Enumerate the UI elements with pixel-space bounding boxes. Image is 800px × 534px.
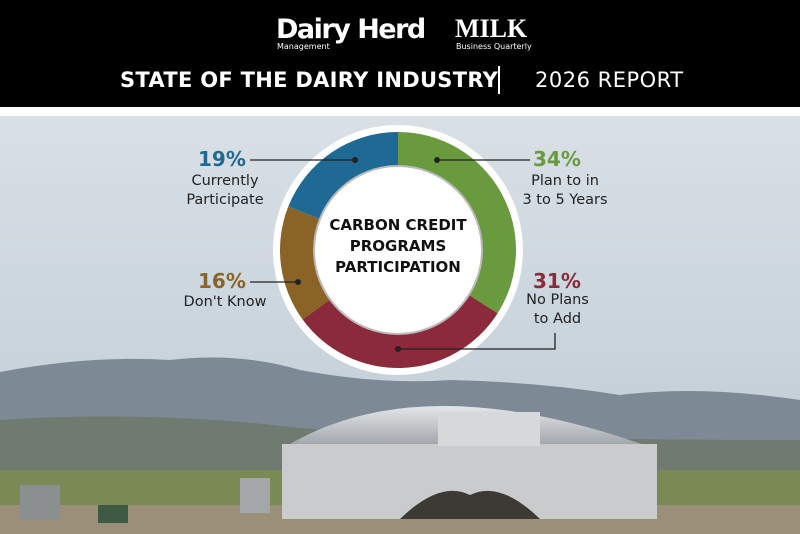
category-label: No Plans to Add [526,292,589,327]
leader-lines [250,159,556,350]
value-label: 34% [533,147,581,171]
brand-sub: Management [277,42,330,51]
chart-title: CARBON CREDIT PROGRAMS PARTICIPATION [329,216,467,276]
brand-name: Dairy Herd [276,14,426,45]
header-title: STATE OF THE DAIRY INDUSTRY [120,68,499,92]
category-label: Plan to in 3 to 5 Years [522,173,608,208]
header: Dairy Herd Management MILK Business Quar… [0,0,800,107]
brand-name-2: MILK [455,14,528,43]
donut-segment [280,206,331,320]
chart-title-line: PROGRAMS [350,237,447,255]
chart-title-line: PARTICIPATION [335,258,461,276]
donut-center [313,165,483,335]
chart-title-line: CARBON CREDIT [329,216,467,234]
leader-dots [295,157,440,352]
header-report: 2026 REPORT [535,68,684,92]
value-label: 19% [198,147,246,171]
category-label: Don't Know [183,294,267,310]
donut-segment [398,132,516,314]
donut-segment [302,295,498,368]
category-label: Currently Participate [186,173,264,208]
separator [498,66,500,94]
value-label: 16% [198,269,246,293]
value-label: 31% [533,269,581,293]
donut-segment [288,132,398,220]
brand-sub-2: Business Quarterly [456,42,532,51]
